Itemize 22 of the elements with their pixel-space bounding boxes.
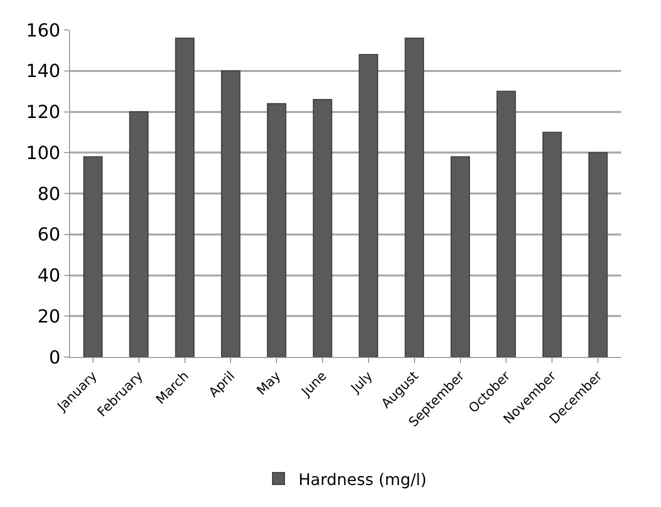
bar: [588, 152, 608, 357]
bar: [129, 111, 149, 357]
bar: [496, 90, 516, 357]
y-tick-label: 80: [37, 184, 60, 205]
y-tick-label: 20: [37, 306, 60, 328]
bar: [266, 103, 286, 357]
bar: [358, 54, 378, 357]
bar: [404, 38, 424, 357]
y-tick-label: 140: [26, 61, 60, 82]
bar: [450, 156, 470, 357]
legend-label: Hardness (mg/l): [298, 470, 427, 489]
bar: [221, 70, 240, 357]
y-tick-label: 100: [26, 142, 60, 164]
bar: [542, 132, 562, 357]
bar: [312, 98, 332, 357]
bar: [175, 38, 194, 357]
y-tick-label: 60: [37, 224, 60, 246]
y-tick-label: 120: [26, 102, 60, 124]
y-tick-label: 160: [26, 20, 60, 42]
bar: [83, 156, 103, 357]
y-tick-label: 0: [48, 347, 60, 368]
y-tick-label: 40: [37, 266, 60, 287]
